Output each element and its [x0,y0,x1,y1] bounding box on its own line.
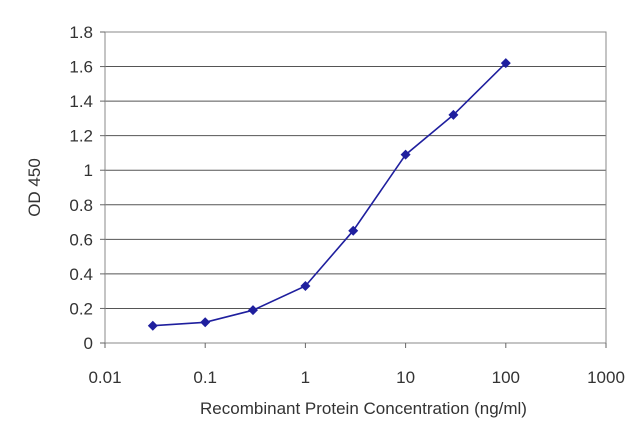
axis-ticks: 0 0.2 0.4 0.6 0.8 1 1.2 1.4 1.6 1.8 0.01 0.1 1 10 100 1… [69,23,625,387]
series-line [152,62,507,327]
y-tick-label: 0.8 [69,196,93,215]
data-point-marker [248,305,259,316]
data-point-marker [147,320,158,331]
x-tick-label: 100 [492,368,520,387]
data-point-marker [300,280,311,291]
x-axis-title: Recombinant Protein Concentration (ng/ml… [200,399,527,418]
data-point-marker [500,58,511,69]
data-point-marker [400,149,411,160]
y-tick-label: 1.2 [69,127,93,146]
y-tick-label: 1 [84,161,93,180]
y-tick-label: 1.8 [69,23,93,42]
x-tick-label: 1000 [587,368,625,387]
gridlines [105,31,606,309]
y-tick-label: 0 [84,334,93,353]
y-tick-label: 0.4 [69,265,93,284]
x-tick-label: 10 [396,368,415,387]
y-tick-label: 0.2 [69,299,93,318]
y-axis-title: OD 450 [25,158,44,217]
x-tick-label: 0.01 [88,368,121,387]
y-tick-label: 1.4 [69,92,93,111]
data-point-marker [448,109,459,120]
x-tick-label: 0.1 [193,368,217,387]
plot-area [104,31,607,344]
y-tick-label: 0.6 [69,230,93,249]
data-point-marker [200,317,211,328]
data-point-marker [348,225,359,236]
y-tick-label: 1.6 [69,58,93,77]
data-series [147,58,511,331]
x-tick-label: 1 [301,368,310,387]
